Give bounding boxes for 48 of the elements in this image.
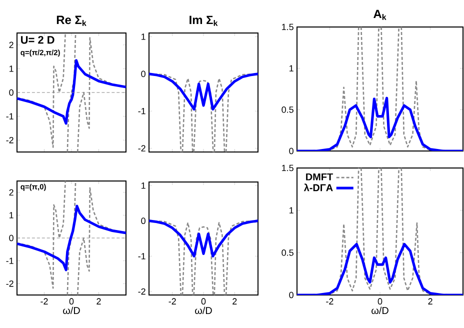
y-tick-label: -2	[138, 145, 146, 152]
y-tick-label: 2	[9, 42, 14, 48]
x-tick-label: 0	[201, 298, 206, 305]
y-tick-label: 0	[141, 70, 146, 78]
y-tick-label: 1	[10, 212, 14, 218]
y-tick-label: 1	[290, 65, 294, 72]
line-series	[149, 72, 258, 111]
y-tick-label: 0	[141, 218, 146, 224]
y-tick-label: 0.5	[282, 249, 294, 256]
y-tick-label: -2	[138, 288, 146, 295]
y-tick-label: 0	[9, 89, 14, 96]
y-tick-label: 1.5	[282, 24, 294, 30]
y-tick-label: -1	[138, 253, 146, 260]
x-axis-title: ω/D	[195, 306, 212, 314]
chart-title: Re Σ$_{k}$	[56, 16, 86, 26]
y-tick-label: 0	[9, 234, 14, 242]
y-tick-label: 0	[289, 148, 294, 154]
y-tick-label: -2	[6, 136, 14, 144]
chart-title: Im Σ$_{k}$	[190, 16, 218, 26]
y-tick-label: 0	[289, 292, 294, 298]
y-tick-label: 2	[9, 189, 14, 196]
line-series	[17, 59, 126, 125]
y-tick-label: 1	[10, 66, 14, 72]
y-tick-label: 1	[142, 182, 146, 189]
x-tick-label: -2	[326, 298, 334, 304]
y-tick-label: -2	[6, 280, 14, 287]
y-tick-label: -1	[6, 258, 14, 264]
y-tick-label: 1	[290, 207, 294, 214]
y-tick-label: 1.5	[282, 164, 294, 172]
y-tick-label: -1	[6, 113, 14, 120]
x-tick-label: -2	[40, 298, 48, 304]
chart-title: A$_{k}$	[374, 10, 386, 20]
x-tick-label: 2	[232, 298, 237, 304]
line-series	[17, 204, 126, 272]
x-tick-label: 0	[69, 298, 74, 305]
x-axis-title: ω/D	[372, 306, 388, 314]
y-tick-label: 0.5	[282, 106, 294, 113]
y-tick-label: 1	[142, 34, 146, 40]
y-tick-label: -1	[138, 108, 146, 114]
annotation: U= 2 D	[21, 36, 54, 44]
x-tick-label: 2	[428, 298, 432, 304]
x-tick-label: -2	[168, 298, 176, 304]
x-axis-title: ω/D	[63, 306, 80, 314]
x-tick-label: 0	[378, 298, 382, 305]
legend-label: λ-DΓA	[304, 184, 333, 192]
legend-label: DMFT	[306, 173, 333, 180]
x-tick-label: 2	[96, 298, 101, 304]
line-series	[149, 220, 258, 258]
